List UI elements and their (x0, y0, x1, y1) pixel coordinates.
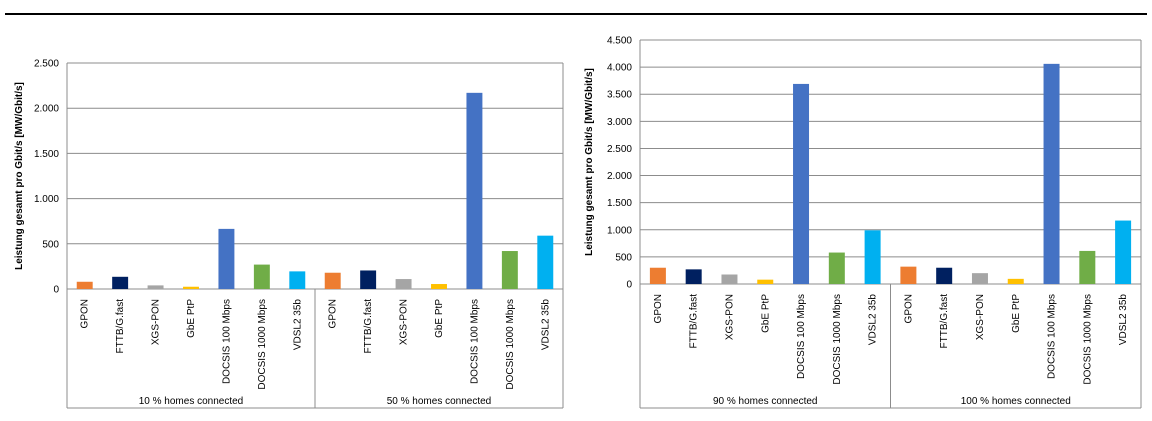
category-label: GbE PtP (760, 294, 771, 333)
group-label: 10 % homes connected (139, 396, 244, 407)
top-rule (5, 13, 1147, 15)
y-tick-label: 2.000 (607, 171, 632, 182)
bar (828, 252, 845, 284)
category-label: DOCSIS 100 Mbps (796, 294, 807, 379)
y-tick-label: 4.500 (607, 36, 632, 47)
bar (900, 266, 917, 284)
y-tick-label: 1.500 (607, 198, 632, 209)
y-axis-label: Leistung gesamt pro Gbit/s [MW/Gbit/s] (584, 68, 595, 256)
category-label: GPON (328, 299, 339, 328)
category-label: FTTB/G.fast (689, 294, 700, 349)
y-tick-label: 1.000 (34, 194, 59, 205)
category-label: XGS-PON (724, 294, 735, 340)
bar (1079, 250, 1096, 284)
bar (289, 271, 306, 289)
y-tick-label: 0 (626, 280, 632, 291)
y-tick-label: 500 (42, 239, 59, 250)
bar (466, 92, 483, 289)
bar (793, 83, 810, 284)
category-label: GbE PtP (186, 299, 197, 338)
y-tick-label: 3.000 (607, 117, 632, 128)
bar (360, 270, 377, 289)
y-tick-label: 3.500 (607, 90, 632, 101)
y-tick-label: 500 (615, 252, 632, 263)
y-tick-label: 0 (53, 285, 59, 296)
bar (183, 286, 199, 289)
chart-left: 0 500 1.000 1.500 2.000 2.500 Leistung gesamt … (14, 59, 564, 409)
y-tick-label: 4.000 (607, 63, 632, 74)
category-label: FTTB/G.fast (939, 294, 950, 349)
category-label: VDSL2 35b (540, 299, 551, 351)
category-label: VDSL2 35b (1118, 294, 1129, 346)
category-label: VDSL2 35b (868, 294, 879, 346)
bar (721, 274, 738, 284)
category-label: FTTB/G.fast (363, 299, 374, 354)
category-label: DOCSIS 1000 Mbps (832, 294, 843, 385)
y-tick-label: 1.500 (34, 149, 59, 160)
bar (649, 267, 666, 284)
bar (757, 279, 774, 284)
bar (936, 267, 953, 284)
bar (112, 276, 129, 289)
group-label: 90 % homes connected (713, 396, 818, 407)
category-label: GbE PtP (1011, 294, 1022, 333)
bar (147, 285, 164, 289)
category-label: FTTB/G.fast (115, 299, 126, 354)
y-axis-label: Leistung gesamt pro Gbit/s [MW/Gbit/s] (14, 82, 25, 270)
bar (324, 272, 341, 289)
category-label: DOCSIS 1000 Mbps (1082, 294, 1093, 385)
bar (971, 273, 988, 284)
y-tick-label: 2.500 (34, 59, 59, 70)
bar (501, 251, 518, 289)
category-label: DOCSIS 1000 Mbps (257, 299, 268, 390)
y-tick-label: 1.000 (607, 225, 632, 236)
category-label: GPON (903, 294, 914, 323)
y-tick-label: 2.000 (34, 104, 59, 115)
bar (395, 279, 412, 289)
bar (864, 230, 881, 284)
category-label: DOCSIS 1000 Mbps (505, 299, 516, 390)
category-label: GPON (80, 299, 91, 328)
bar (1115, 220, 1132, 284)
category-label: XGS-PON (399, 299, 410, 345)
category-label: VDSL2 35b (292, 299, 303, 351)
bar (685, 269, 702, 284)
group-label: 50 % homes connected (387, 396, 492, 407)
category-label: GPON (653, 294, 664, 323)
category-label: DOCSIS 100 Mbps (1047, 294, 1058, 379)
bar (1007, 278, 1024, 284)
bar (431, 284, 447, 289)
bar (1043, 63, 1060, 285)
bar (253, 264, 270, 289)
bar (76, 281, 93, 289)
group-label: 100 % homes connected (961, 396, 1071, 407)
bar (537, 235, 554, 289)
category-label: XGS-PON (151, 299, 162, 345)
category-label: DOCSIS 100 Mbps (221, 299, 232, 384)
y-tick-label: 2.500 (607, 144, 632, 155)
category-label: GbE PtP (434, 299, 445, 338)
category-label: XGS-PON (975, 294, 986, 340)
category-label: DOCSIS 100 Mbps (469, 299, 480, 384)
bar (218, 228, 235, 289)
